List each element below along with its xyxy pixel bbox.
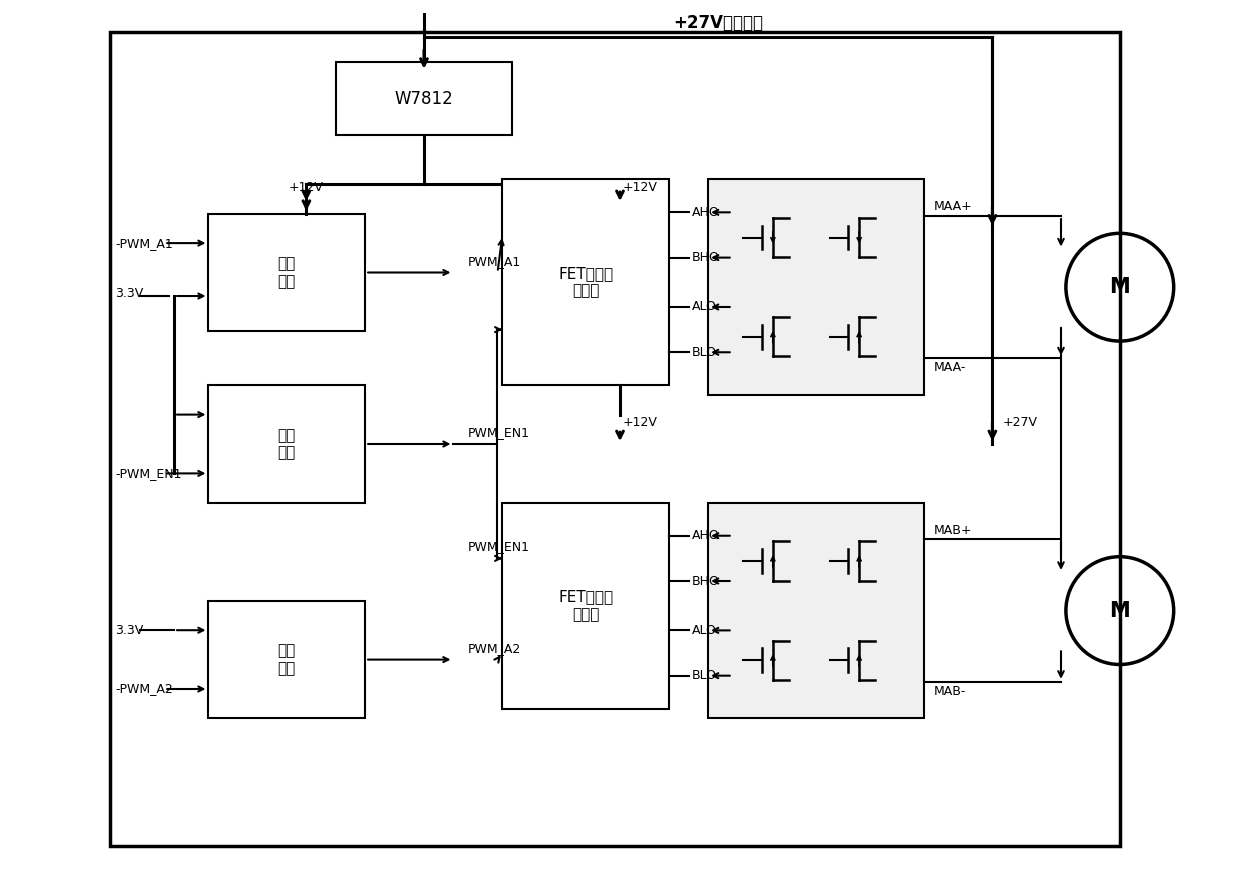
FancyBboxPatch shape bbox=[336, 62, 512, 135]
Text: 光耦
隔离: 光耦 隔离 bbox=[278, 428, 296, 460]
Text: 3.3V: 3.3V bbox=[115, 287, 144, 299]
Text: +12V: +12V bbox=[622, 416, 657, 429]
Text: BLO: BLO bbox=[692, 345, 717, 359]
Text: 光耦
隔离: 光耦 隔离 bbox=[278, 644, 296, 676]
Text: FET功率驱
动电路: FET功率驱 动电路 bbox=[558, 590, 614, 622]
Text: +12V: +12V bbox=[622, 181, 657, 194]
Text: BHO: BHO bbox=[692, 575, 719, 588]
FancyBboxPatch shape bbox=[708, 503, 924, 718]
Text: PWM_EN1: PWM_EN1 bbox=[467, 426, 529, 439]
FancyBboxPatch shape bbox=[208, 214, 366, 331]
Text: MAA-: MAA- bbox=[934, 361, 966, 374]
FancyBboxPatch shape bbox=[502, 179, 670, 385]
Text: W7812: W7812 bbox=[394, 90, 454, 107]
Text: 3.3V: 3.3V bbox=[115, 623, 144, 637]
Text: +27V: +27V bbox=[1002, 416, 1037, 429]
Text: +12V: +12V bbox=[289, 181, 324, 194]
FancyBboxPatch shape bbox=[208, 601, 366, 718]
Text: PWM_A2: PWM_A2 bbox=[467, 642, 521, 654]
Text: ALO: ALO bbox=[692, 624, 717, 637]
Text: MAA+: MAA+ bbox=[934, 200, 972, 213]
Text: MAB-: MAB- bbox=[934, 685, 966, 698]
Text: MAB+: MAB+ bbox=[934, 524, 972, 536]
Text: FET功率驱
动电路: FET功率驱 动电路 bbox=[558, 266, 614, 298]
Text: M: M bbox=[1110, 277, 1130, 297]
Text: BHO: BHO bbox=[692, 251, 719, 264]
FancyBboxPatch shape bbox=[708, 179, 924, 395]
Text: PWM_A1: PWM_A1 bbox=[467, 255, 521, 267]
Text: +27V母线电压: +27V母线电压 bbox=[673, 13, 763, 32]
Text: 光耦
隔离: 光耦 隔离 bbox=[278, 257, 296, 289]
FancyBboxPatch shape bbox=[110, 32, 1120, 845]
Text: AHO: AHO bbox=[692, 529, 719, 543]
Text: -PWM_EN1: -PWM_EN1 bbox=[115, 467, 182, 480]
Text: AHO: AHO bbox=[692, 206, 719, 218]
Text: M: M bbox=[1110, 600, 1130, 621]
Text: PWM_EN1: PWM_EN1 bbox=[467, 541, 529, 553]
Text: -PWM_A2: -PWM_A2 bbox=[115, 683, 174, 695]
Text: ALO: ALO bbox=[692, 300, 717, 313]
FancyBboxPatch shape bbox=[502, 503, 670, 709]
Text: BLO: BLO bbox=[692, 670, 717, 682]
FancyBboxPatch shape bbox=[208, 385, 366, 503]
Text: -PWM_A1: -PWM_A1 bbox=[115, 236, 174, 250]
